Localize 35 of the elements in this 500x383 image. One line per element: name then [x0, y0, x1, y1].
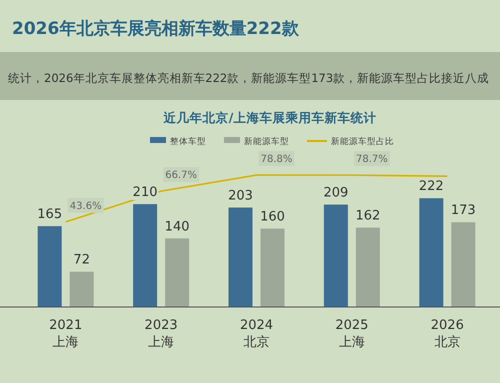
bar — [356, 228, 380, 307]
data-label: 72 — [73, 252, 90, 268]
data-label: 222 — [418, 179, 444, 194]
x-tick-label: 2021 上海 — [49, 318, 82, 350]
data-label: 210 — [132, 185, 158, 200]
data-label: 162 — [355, 208, 380, 224]
data-label: 160 — [260, 210, 285, 225]
legend-label: 新能源车型占比 — [331, 136, 394, 147]
x-tick-label: 2025 上海 — [335, 318, 368, 350]
data-label: 43.6% — [70, 200, 102, 212]
data-label: 140 — [164, 219, 190, 234]
bar — [419, 198, 444, 307]
data-label: 66.7% — [165, 170, 197, 182]
bar — [260, 228, 284, 307]
x-tick-label: 2023 上海 — [144, 318, 178, 350]
x-tick-label: 2024 北京 — [240, 318, 274, 350]
data-label: 209 — [323, 186, 348, 201]
data-label: 165 — [37, 207, 62, 222]
data-label: 173 — [450, 203, 476, 218]
data-label: 203 — [228, 188, 253, 204]
bar — [228, 208, 252, 307]
text: 近几年北京/上海车展乘用车新车统计 — [162, 110, 376, 125]
bar — [165, 238, 190, 307]
data-label: 78.7% — [356, 154, 388, 166]
bar — [324, 204, 348, 307]
chart-title: 2026年北京车展亮相新车数量222款 — [12, 19, 300, 39]
chart-subtitle: 统计，2026年北京车展整体亮相新车222款，新能源车型173款，新能源车型占比接近八成 — [8, 71, 490, 85]
legend-label: 整体车型 — [170, 136, 206, 147]
x-tick-label: 2026 北京 — [430, 318, 464, 350]
bar — [451, 222, 476, 307]
legend-label: 新能源车型 — [244, 136, 289, 147]
bar — [133, 204, 158, 307]
bar — [38, 226, 62, 307]
bar — [70, 272, 94, 307]
data-label: 78.8% — [260, 154, 292, 165]
